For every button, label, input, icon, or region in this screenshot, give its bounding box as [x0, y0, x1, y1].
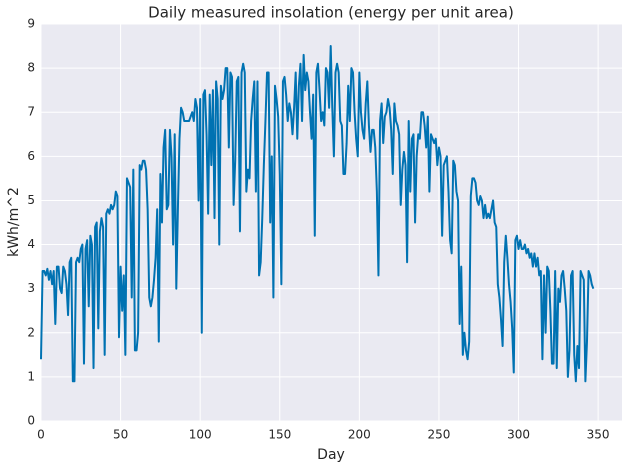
x-tick-label: 50	[113, 428, 128, 442]
y-tick-label: 0	[27, 414, 35, 428]
y-tick-label: 9	[27, 17, 35, 31]
chart-title: Daily measured insolation (energy per un…	[148, 4, 514, 22]
y-tick-label: 1	[27, 369, 35, 383]
x-tick-label: 0	[37, 428, 45, 442]
y-axis-label: kWh/m^2	[6, 187, 22, 257]
y-tick-label: 5	[27, 193, 35, 207]
y-tick-label: 2	[27, 325, 35, 339]
x-tick-label: 150	[268, 428, 291, 442]
x-tick-label: 250	[427, 428, 450, 442]
x-axis-label: Day	[317, 447, 345, 463]
x-tick-label: 300	[507, 428, 530, 442]
y-tick-label: 3	[27, 281, 35, 295]
data-line	[40, 45, 595, 383]
x-tick-label: 350	[587, 428, 610, 442]
y-tick-label: 6	[27, 149, 35, 163]
x-tick-label: 100	[189, 428, 212, 442]
x-tick-label: 200	[348, 428, 371, 442]
y-tick-label: 4	[27, 237, 35, 251]
y-tick-label: 8	[27, 61, 35, 75]
y-tick-label: 7	[27, 105, 35, 119]
